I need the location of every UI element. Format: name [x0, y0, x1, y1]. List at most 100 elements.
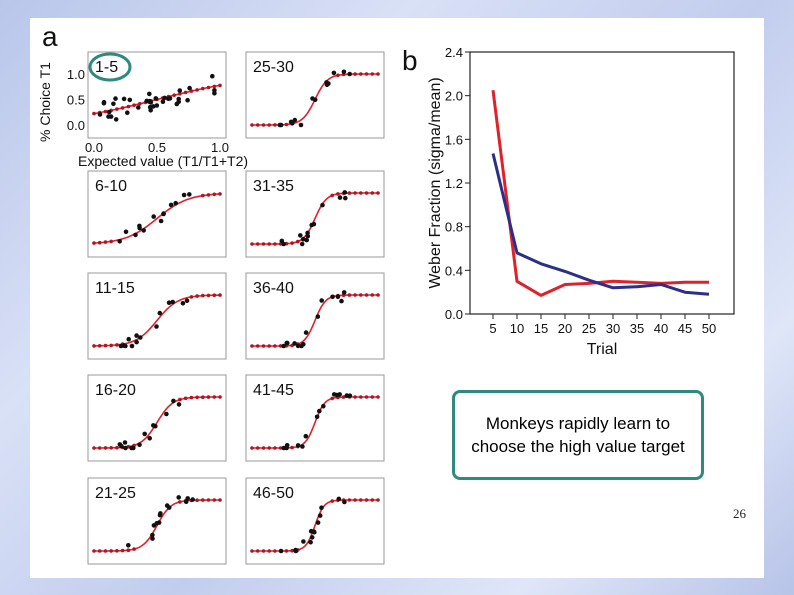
data-point	[317, 513, 323, 518]
panel-a-figure: a 1-5 1.0 0.5 0.0 0.0 0.5 1.0 Expected value (T1…	[36, 20, 396, 575]
data-point	[154, 103, 160, 108]
fit-point	[201, 395, 205, 400]
data-point	[131, 445, 136, 451]
x-tick-label: 45	[678, 321, 692, 336]
fit-point	[347, 191, 352, 195]
data-point	[281, 445, 287, 451]
fit-point	[255, 242, 260, 246]
fit-point	[250, 123, 254, 127]
data-point	[154, 324, 159, 329]
data-point	[337, 195, 343, 200]
fit-point	[201, 498, 205, 502]
fit-point	[370, 293, 375, 297]
fit-point	[284, 549, 289, 553]
fit-point	[103, 109, 108, 114]
fit-point	[278, 446, 283, 450]
data-point	[162, 95, 167, 101]
fit-point	[376, 395, 380, 399]
data-point	[150, 532, 155, 538]
fit-point	[261, 549, 266, 553]
data-point	[309, 222, 315, 228]
fit-point	[359, 191, 363, 195]
fit-point	[103, 549, 108, 553]
fit-curve	[252, 294, 378, 347]
fit-point	[178, 397, 182, 402]
data-point	[125, 110, 130, 115]
subplot-21-25: 21-25	[87, 477, 227, 565]
fit-point	[201, 293, 205, 298]
data-point	[134, 333, 139, 338]
data-point	[298, 233, 303, 238]
data-point	[161, 211, 166, 216]
subplot-frame	[245, 170, 385, 258]
data-point	[279, 238, 285, 244]
data-point	[121, 96, 127, 102]
fit-point	[206, 293, 211, 298]
data-point	[319, 505, 324, 511]
fit-point	[97, 240, 102, 245]
fit-point	[206, 85, 211, 90]
data-point	[288, 119, 294, 125]
data-point	[97, 112, 103, 117]
fit-point	[120, 548, 125, 553]
data-point	[278, 548, 284, 554]
data-point	[108, 114, 114, 119]
fit-point	[195, 88, 199, 92]
data-point	[137, 223, 142, 229]
data-point	[319, 298, 325, 303]
fit-point	[273, 446, 277, 450]
data-point	[304, 237, 310, 243]
subplot-label-6-10: 6-10	[95, 178, 127, 195]
subplot-frame	[87, 51, 227, 139]
data-point	[180, 301, 186, 306]
fit-point	[267, 446, 271, 450]
fit-point	[376, 191, 380, 195]
data-point	[160, 99, 166, 105]
data-point	[126, 336, 131, 342]
fit-point	[267, 242, 271, 246]
data-point	[295, 343, 301, 349]
fit-point	[97, 549, 102, 553]
data-point	[164, 503, 170, 508]
data-point	[320, 202, 325, 208]
x-tick-label: 0.0	[85, 140, 103, 155]
data-point	[300, 236, 306, 242]
subplot-label-21-25: 21-25	[95, 485, 136, 502]
subplot-label-41-45: 41-45	[253, 382, 294, 399]
data-point	[117, 239, 122, 244]
fit-point	[347, 498, 352, 502]
fit-point	[206, 498, 211, 502]
data-point	[176, 402, 182, 407]
data-point	[166, 300, 172, 306]
fit-point	[250, 242, 254, 246]
data-point	[347, 393, 353, 399]
y-tick-label: 1.6	[445, 132, 463, 147]
data-point	[285, 340, 290, 346]
fit-point	[273, 123, 277, 127]
data-point	[339, 298, 344, 304]
fit-point	[359, 395, 363, 399]
x-axis-label: Expected value (T1/T1+T2)	[78, 153, 248, 169]
fit-point	[330, 499, 335, 503]
fit-point	[364, 191, 369, 195]
subplot-16-20: 16-20	[87, 374, 227, 462]
fit-point	[261, 123, 266, 127]
fit-point	[290, 548, 294, 553]
fit-curve	[252, 192, 378, 245]
fit-point	[353, 395, 357, 399]
fit-point	[353, 498, 357, 502]
fit-point	[255, 344, 260, 348]
y-tick-label: 1.0	[67, 67, 85, 82]
y-axis-label: Weber Fraction (sigma/mean)	[427, 77, 444, 288]
data-point	[113, 96, 118, 101]
fit-curve	[252, 499, 378, 552]
fit-point	[206, 395, 211, 399]
fit-point	[290, 445, 294, 450]
fit-point	[97, 344, 102, 348]
page-number: 26	[733, 506, 746, 521]
y-tick-label: 0.0	[67, 118, 85, 133]
data-point	[142, 431, 147, 437]
fit-point	[278, 344, 283, 348]
